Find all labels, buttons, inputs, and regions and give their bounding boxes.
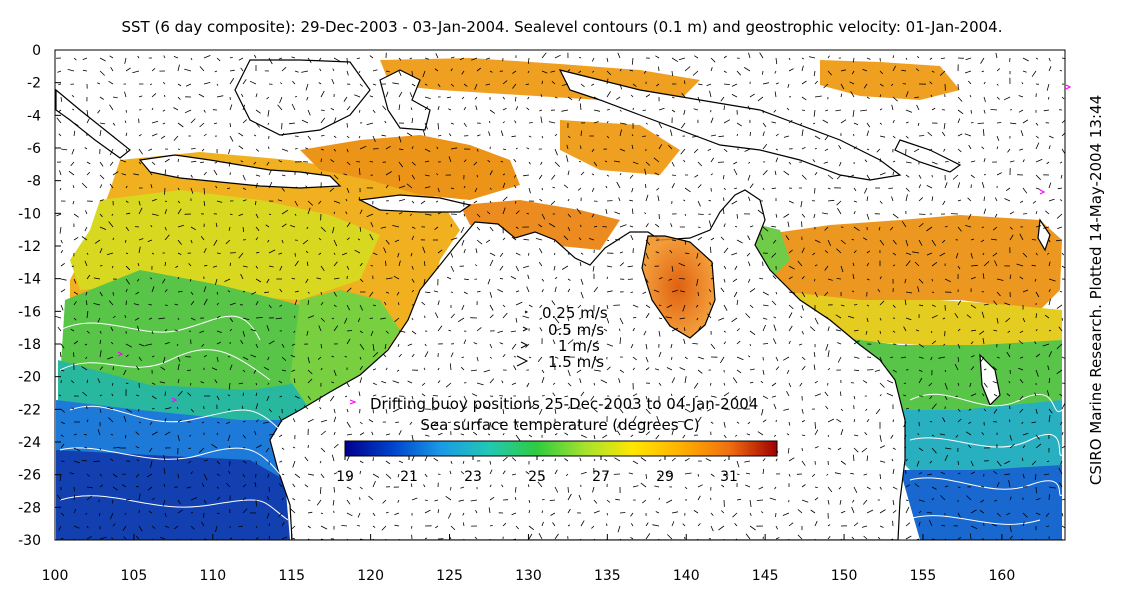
buoy-legend: Drifting buoy positions 25-Dec-2003 to 0…	[349, 395, 758, 413]
y-tick-label: -20	[18, 370, 41, 386]
y-tick-label: -18	[18, 337, 41, 353]
x-tick-label: 130	[515, 568, 542, 584]
velocity-key-arrow-15	[516, 355, 529, 367]
colorbar: Sea surface temperature (degrees C) 19 21…	[336, 416, 778, 485]
x-tick-label: 120	[357, 568, 384, 584]
y-tick-label: 0	[32, 43, 41, 59]
contour-line	[59, 447, 286, 481]
buoy-marker	[1065, 84, 1072, 90]
velocity-key-arrow-05	[522, 326, 529, 332]
y-tick-label: -24	[18, 435, 41, 451]
velocity-key-label-1: 1 m/s	[558, 337, 600, 355]
colorbar-tick-label: 31	[720, 469, 738, 485]
contour-line	[59, 315, 261, 341]
velocity-key-arrow-1	[520, 341, 529, 349]
map-title: SST (6 day composite): 29-Dec-2003 - 03-…	[121, 18, 1003, 36]
y-tick-label: -26	[18, 468, 41, 484]
sst-north-patch-2	[560, 120, 680, 175]
x-tick-label: 110	[199, 568, 226, 584]
y-tick-label: -10	[18, 206, 41, 222]
buoy-legend-label: Drifting buoy positions 25-Dec-2003 to 0…	[370, 395, 758, 413]
x-tick-label: 150	[831, 568, 858, 584]
contour-line	[69, 405, 281, 431]
velocity-key-arrow-025	[524, 310, 529, 314]
java-coast	[138, 154, 342, 189]
y-tick-label: -2	[27, 76, 41, 92]
y-tick-label: -16	[18, 304, 41, 320]
velocity-key: 0.25 m/s 0.5 m/s 1 m/s 1.5 m/s	[516, 304, 608, 371]
buoy-marker	[171, 397, 178, 403]
x-tick-label: 135	[594, 568, 621, 584]
x-tick-label: 105	[121, 568, 148, 584]
sst-timor-warm	[300, 135, 520, 200]
gulf-carpentaria-cut	[641, 235, 716, 339]
y-tick-label: -12	[18, 239, 41, 255]
contour-line	[59, 349, 271, 381]
timor-coast	[357, 194, 472, 213]
sst-west-deep	[56, 450, 290, 540]
colorbar-tick-label: 19	[336, 469, 354, 485]
x-tick-label: 155	[910, 568, 937, 584]
borneo-coast	[234, 59, 371, 136]
sst-north-patch-3	[820, 60, 960, 100]
y-tick-label: -28	[18, 500, 41, 516]
velocity-arrow	[55, 52, 1065, 540]
x-tick-label: 145	[752, 568, 779, 584]
y-tick-label: -22	[18, 402, 41, 418]
contour-line	[909, 433, 1063, 456]
y-tick-label: -8	[27, 174, 41, 190]
sst-tasman-teal	[880, 400, 1062, 480]
contour-line	[904, 515, 1041, 525]
colorbar-swatch	[344, 440, 778, 457]
y-tick-label: -4	[27, 108, 41, 124]
buoy-marker	[1039, 189, 1046, 195]
colorbar-title: Sea surface temperature (degrees C)	[420, 416, 699, 434]
y-tick-label: -14	[18, 272, 41, 288]
contour-line	[59, 495, 289, 521]
y-tick-label: -30	[18, 533, 41, 549]
vanuatu-coast	[1037, 218, 1051, 252]
colorbar-ticks: 19 21 23 25 27 29 31	[336, 456, 738, 485]
sst-tasman-blue	[900, 465, 1062, 540]
velocity-key-label-15: 1.5 m/s	[548, 353, 604, 371]
velocity-key-label-05: 0.5 m/s	[548, 321, 604, 339]
colorbar-tick-label: 25	[528, 469, 546, 485]
buoy-marker	[117, 351, 124, 357]
contour-line	[909, 477, 1063, 497]
colorbar-tick-label: 21	[400, 469, 418, 485]
new-caledonia-coast	[979, 353, 1001, 407]
x-tick-label: 140	[673, 568, 700, 584]
x-tick-label: 100	[42, 568, 69, 584]
plot-frame	[54, 49, 1066, 541]
y-axis: 0 -2 -4 -6 -8 -10 -12 -14 -16 -18 -20 -22 -24 -26 -28 -…	[18, 43, 61, 549]
sealevel-contours	[59, 315, 1063, 525]
x-tick-label: 115	[278, 568, 305, 584]
sst-coral-warm	[760, 215, 1062, 310]
sst-west-coast-green	[290, 290, 400, 410]
sumatra-coast	[55, 88, 131, 159]
y-tick-label: -6	[27, 141, 41, 157]
x-axis: 100 105 110 115 120 125 130 135 140 145 150 155 160	[42, 534, 1016, 584]
buoy-legend-marker	[349, 399, 357, 405]
colorbar-tick-label: 29	[656, 469, 674, 485]
colorbar-tick-label: 27	[592, 469, 610, 485]
x-tick-label: 160	[989, 568, 1016, 584]
x-tick-label: 125	[436, 568, 463, 584]
sulawesi-coast	[379, 69, 431, 131]
buoy-positions	[117, 84, 1072, 403]
velocity-arrows	[55, 52, 1065, 540]
velocity-key-label-025: 0.25 m/s	[542, 304, 608, 322]
velocity-key-arrows	[516, 310, 529, 367]
colorbar-tick-label: 23	[464, 469, 482, 485]
